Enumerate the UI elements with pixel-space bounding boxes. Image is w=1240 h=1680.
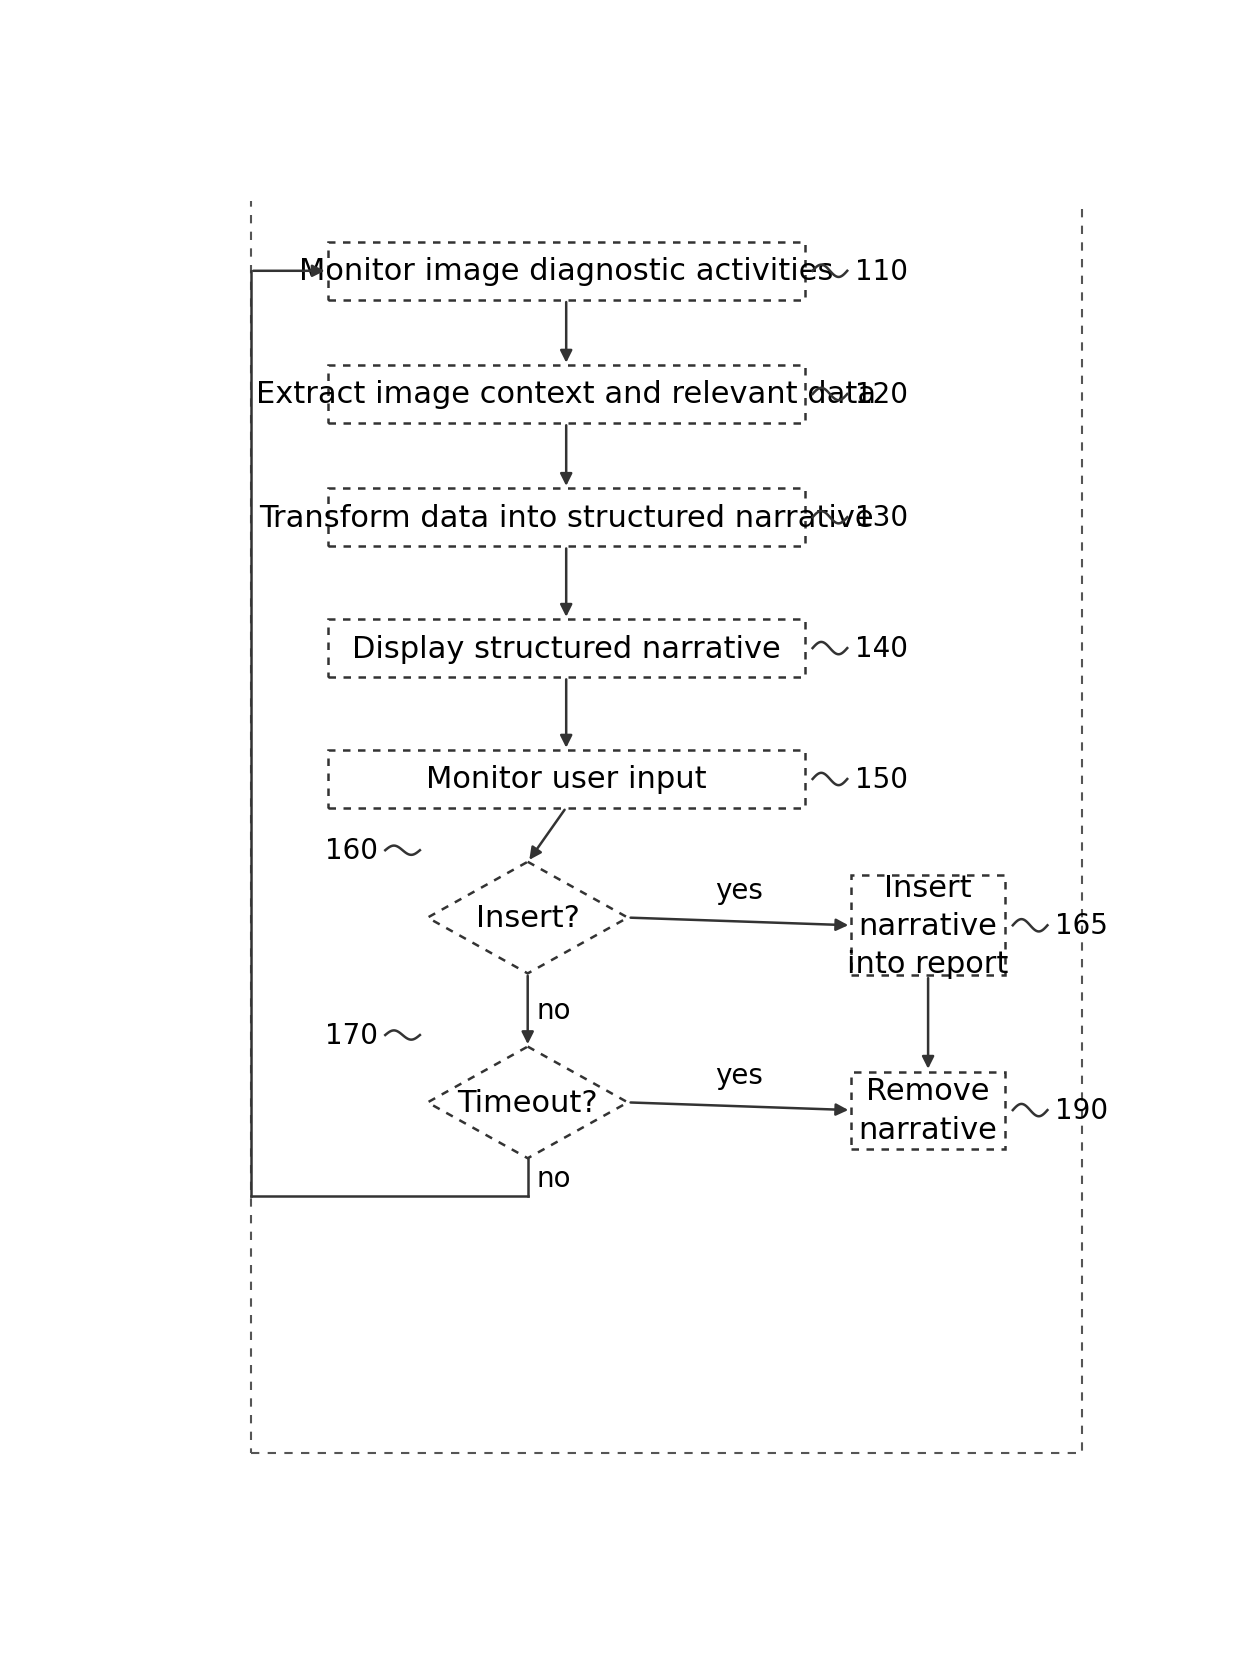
Text: Transform data into structured narrative: Transform data into structured narrative <box>259 504 873 533</box>
Text: 165: 165 <box>1055 912 1109 939</box>
Text: Monitor user input: Monitor user input <box>425 764 707 795</box>
Polygon shape <box>428 1047 627 1159</box>
Text: 130: 130 <box>854 504 908 533</box>
Text: Remove
narrative: Remove narrative <box>858 1077 997 1144</box>
Bar <box>327 244 805 301</box>
Text: 150: 150 <box>854 766 908 793</box>
Text: no: no <box>537 1164 572 1193</box>
Bar <box>851 1072 1006 1149</box>
Text: 170: 170 <box>325 1021 377 1050</box>
Text: 190: 190 <box>1055 1097 1109 1124</box>
Text: Timeout?: Timeout? <box>458 1089 598 1117</box>
Text: yes: yes <box>715 877 764 904</box>
Bar <box>327 489 805 546</box>
Text: Extract image context and relevant data: Extract image context and relevant data <box>257 380 877 410</box>
Bar <box>327 751 805 808</box>
Text: 110: 110 <box>854 257 908 286</box>
Text: Monitor image diagnostic activities: Monitor image diagnostic activities <box>299 257 833 286</box>
Text: Display structured narrative: Display structured narrative <box>352 635 780 664</box>
Text: no: no <box>537 996 572 1025</box>
Text: yes: yes <box>715 1060 764 1089</box>
Polygon shape <box>428 862 627 974</box>
Text: Insert?: Insert? <box>476 904 579 932</box>
Bar <box>250 192 1083 1453</box>
Bar <box>327 366 805 423</box>
Text: 120: 120 <box>854 381 908 408</box>
Text: 160: 160 <box>325 837 377 865</box>
Text: 140: 140 <box>854 635 908 662</box>
Bar <box>851 875 1006 976</box>
Text: Insert
narrative
into report: Insert narrative into report <box>847 874 1009 978</box>
Bar <box>327 620 805 677</box>
